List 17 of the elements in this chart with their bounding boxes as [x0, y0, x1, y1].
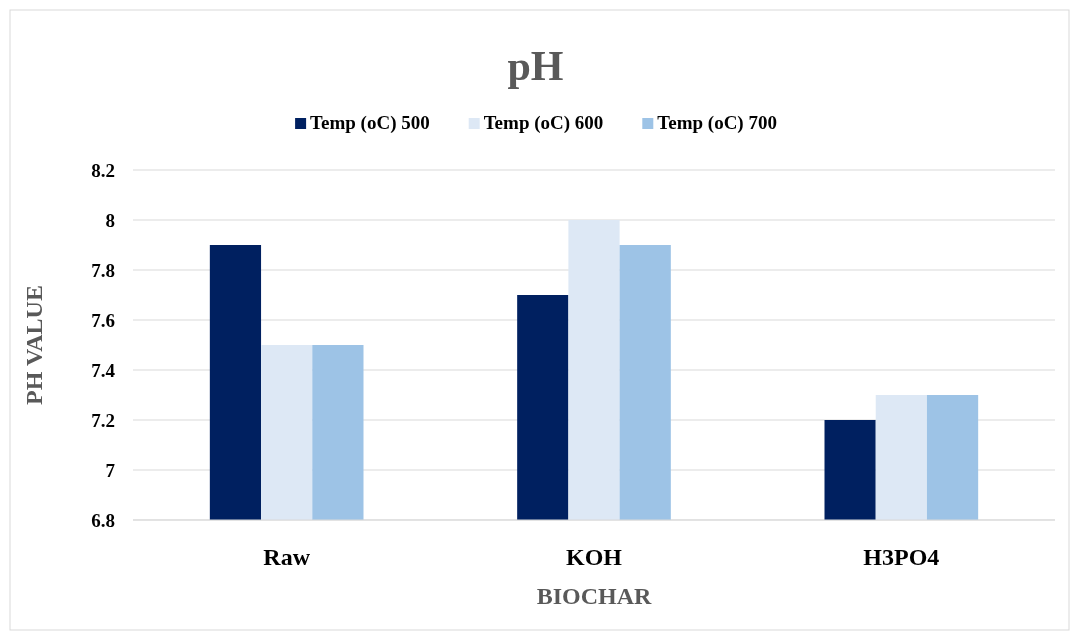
legend-label: Temp (oC) 500: [310, 112, 430, 134]
y-tick-label: 8.2: [91, 159, 115, 181]
y-tick-label: 6.8: [91, 509, 115, 531]
y-tick-label: 7: [105, 459, 116, 481]
x-tick-label: KOH: [565, 544, 623, 570]
y-tick-label: 7.6: [91, 309, 115, 331]
chart-title: pH: [507, 43, 564, 89]
y-axis-title: PH VALUE: [21, 285, 47, 405]
legend-label: Temp (oC) 600: [483, 112, 604, 134]
x-axis-title: BIOCHAR: [536, 583, 652, 609]
y-tick-label: 8: [105, 209, 115, 231]
legend-label: Temp (oC) 700: [657, 112, 777, 134]
y-tick-label: 7.8: [91, 259, 115, 281]
y-tick-label: 7.2: [91, 409, 115, 431]
y-tick-label: 7.4: [91, 359, 116, 381]
x-tick-label: H3PO4: [863, 544, 940, 570]
x-tick-label: Raw: [263, 544, 311, 570]
